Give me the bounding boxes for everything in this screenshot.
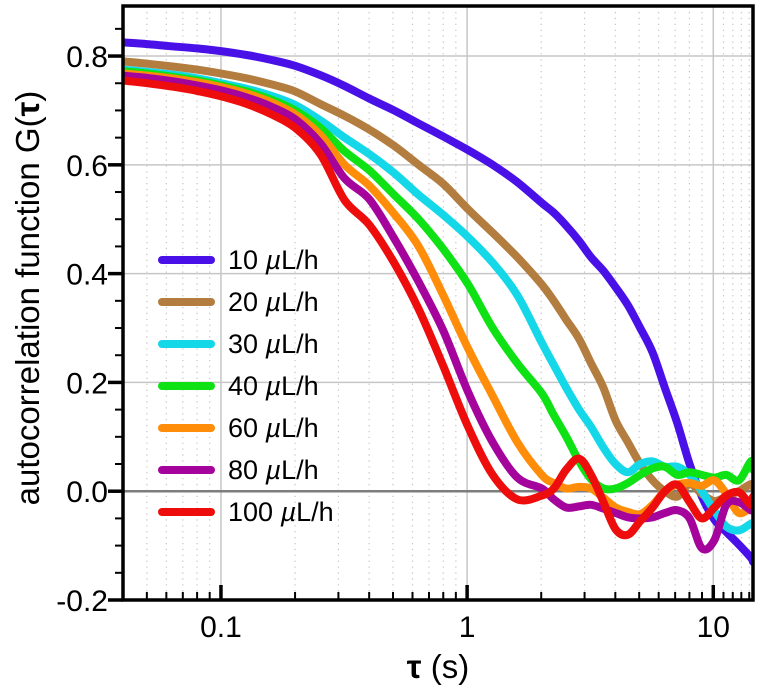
x-axis-label-unit: (s) [421, 648, 470, 685]
x-axis-label-tau: τ [406, 648, 422, 685]
legend-item-40-L-h: 40 µL/h [158, 365, 334, 407]
y-tick-label: -0.2 [56, 585, 108, 618]
legend-label: 60 µL/h [228, 412, 319, 443]
x-tick-label: 0.1 [200, 611, 242, 644]
legend-swatch [158, 298, 215, 306]
gridlines [123, 6, 753, 600]
y-axis-label-tau: τ [9, 101, 46, 117]
y-tick-label: 0.0 [66, 476, 108, 509]
legend-swatch [158, 340, 215, 348]
y-tick-label: 0.4 [66, 259, 108, 292]
y-axis-label: autocorrelation function G(τ) [9, 91, 47, 506]
x-tick-label: 1 [459, 611, 476, 644]
legend-swatch [158, 508, 215, 516]
plot-frame [121, 4, 755, 602]
legend-label: 20 µL/h [228, 286, 319, 317]
legend-label: 30 µL/h [228, 328, 319, 359]
legend-item-20-L-h: 20 µL/h [158, 281, 334, 323]
legend-label: 10 µL/h [228, 244, 319, 275]
legend: 10 µL/h 20 µL/h 30 µL/h 40 µL/h 60 µL/h 80 µL… [158, 239, 334, 533]
legend-label: 100 µL/h [228, 496, 334, 527]
x-axis-label: τ (s) [123, 648, 753, 686]
legend-swatch [158, 382, 215, 390]
legend-item-10-L-h: 10 µL/h [158, 239, 334, 281]
x-tick-label: 10 [697, 611, 730, 644]
y-tick-label: 0.2 [66, 367, 108, 400]
legend-swatch [158, 424, 215, 432]
curve-10-L-h [123, 38, 753, 566]
legend-item-60-L-h: 60 µL/h [158, 407, 334, 449]
y-axis-label-suffix: ) [9, 90, 46, 102]
y-tick-label: 0.8 [66, 41, 108, 74]
legend-item-100-L-h: 100 µL/h [158, 491, 334, 533]
legend-swatch [158, 466, 215, 474]
legend-swatch [158, 256, 215, 264]
y-tick-label: 0.6 [66, 150, 108, 183]
y-axis-label-text: autocorrelation function G( [9, 116, 46, 506]
legend-label: 40 µL/h [228, 370, 319, 401]
legend-label: 80 µL/h [228, 454, 319, 485]
curves [123, 38, 753, 566]
legend-item-30-L-h: 30 µL/h [158, 323, 334, 365]
curve-100-L-h [123, 76, 753, 540]
axis-ticks [108, 27, 751, 602]
legend-item-80-L-h: 80 µL/h [158, 449, 334, 491]
